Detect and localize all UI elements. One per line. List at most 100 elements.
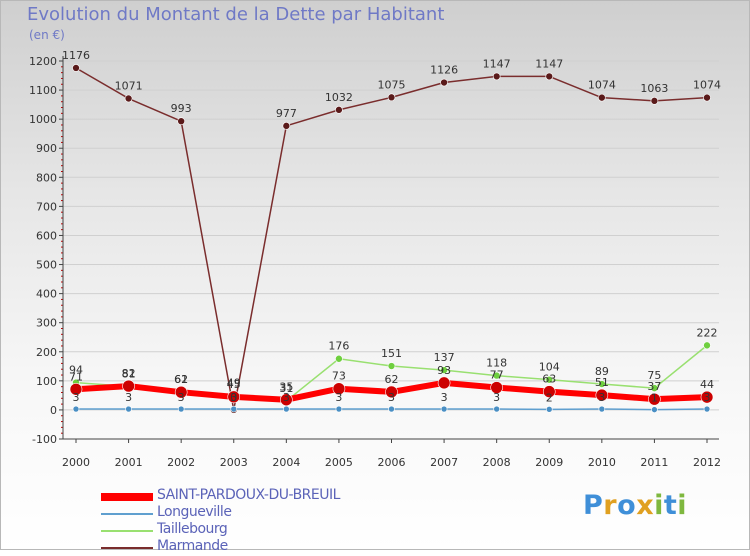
x-tick-label: 2005 — [325, 456, 353, 469]
data-label: 3 — [704, 391, 711, 404]
data-point — [387, 93, 396, 102]
legend-item: Longueville — [101, 504, 401, 522]
data-label: 0 — [230, 391, 237, 404]
data-label: 71 — [69, 370, 83, 383]
y-tick-label: 900 — [36, 142, 57, 155]
legend-item: Taillebourg — [101, 521, 401, 539]
data-point — [598, 405, 606, 413]
data-point — [124, 94, 133, 103]
data-point — [492, 72, 501, 81]
data-label: 1074 — [693, 79, 721, 92]
series-saint-pardoux-du-breuil — [69, 376, 714, 407]
data-label: 1063 — [640, 82, 668, 95]
data-point — [493, 405, 500, 413]
data-point — [542, 385, 556, 398]
data-point — [125, 405, 132, 413]
x-tick-label: 2009 — [535, 456, 563, 469]
data-point — [335, 106, 343, 114]
data-point — [490, 381, 503, 394]
legend-swatch — [101, 512, 153, 515]
data-point — [177, 117, 185, 125]
data-label: 89 — [595, 365, 609, 378]
legend-item: SAINT-PARDOUX-DU-BREUIL — [101, 487, 401, 505]
data-point — [650, 97, 659, 105]
y-tick-label: 1200 — [29, 55, 57, 68]
y-tick-label: -100 — [32, 433, 57, 446]
data-point — [545, 72, 554, 81]
data-label: 3 — [73, 391, 80, 404]
data-label: 176 — [328, 340, 349, 353]
chart-title: Evolution du Montant de la Dette par Hab… — [27, 4, 445, 25]
data-label: 222 — [697, 326, 718, 339]
data-point — [545, 406, 553, 413]
x-tick-label: 2012 — [693, 456, 721, 469]
data-label: 75 — [647, 369, 661, 382]
data-point — [700, 390, 714, 404]
data-label: 81 — [122, 367, 136, 380]
data-point — [72, 64, 80, 72]
data-label: 93 — [437, 364, 451, 377]
x-tick-label: 2006 — [378, 456, 406, 469]
data-point — [545, 375, 554, 384]
y-tick-label: 200 — [36, 346, 57, 359]
data-label: 61 — [174, 373, 188, 386]
y-axis-unit-label: (en €) — [29, 28, 65, 42]
data-label: 1176 — [62, 49, 90, 62]
data-point — [598, 93, 606, 102]
x-tick-label: 2007 — [430, 456, 458, 469]
brand-letter: r — [603, 490, 618, 521]
y-tick-label: 500 — [36, 259, 57, 272]
x-tick-label: 2010 — [588, 456, 616, 469]
data-label: 44 — [700, 378, 714, 391]
data-label: 73 — [332, 370, 346, 383]
x-tick-label: 2002 — [167, 456, 195, 469]
data-label: 1071 — [115, 80, 143, 93]
data-label: 1147 — [535, 57, 563, 70]
y-tick-label: 600 — [36, 229, 57, 242]
data-point — [227, 390, 241, 404]
data-point — [280, 393, 293, 407]
data-point — [335, 405, 343, 413]
x-tick-label: 2011 — [640, 456, 668, 469]
data-point — [69, 382, 83, 396]
data-point — [283, 405, 290, 413]
data-point — [703, 93, 711, 102]
data-label: 3 — [388, 391, 395, 404]
data-label: 31 — [279, 382, 293, 395]
legend: SAINT-PARDOUX-DU-BREUIL Longueville Taille… — [101, 487, 401, 556]
data-label: 3 — [493, 391, 500, 404]
data-label: 3 — [125, 391, 132, 404]
data-label: 1075 — [378, 78, 406, 91]
legend-swatch — [101, 492, 153, 501]
legend-label: Longueville — [157, 504, 232, 520]
data-point — [598, 380, 606, 388]
x-tick-label: 2001 — [115, 456, 143, 469]
brand-letter: i — [677, 490, 688, 521]
data-point — [703, 341, 711, 350]
y-tick-label: 700 — [36, 200, 57, 213]
data-point — [388, 405, 395, 413]
legend-label: SAINT-PARDOUX-DU-BREUIL — [157, 487, 340, 503]
y-tick-label: 1100 — [29, 84, 57, 97]
data-point — [335, 354, 343, 363]
data-label: 62 — [385, 373, 399, 386]
data-point — [332, 382, 346, 395]
y-tick-label: 100 — [36, 375, 57, 388]
y-tick-label: 0 — [50, 404, 57, 417]
data-point — [282, 122, 291, 130]
brand-letter: P — [583, 490, 604, 521]
legend-swatch — [101, 529, 153, 532]
data-label: 977 — [276, 107, 297, 120]
data-point — [177, 405, 185, 413]
x-tick-label: 2008 — [483, 456, 511, 469]
data-point — [387, 362, 396, 370]
y-tick-label: 800 — [36, 171, 57, 184]
series-longueville — [72, 405, 711, 413]
legend-label: Marmande — [157, 538, 228, 554]
brand-letter: t — [663, 490, 678, 521]
data-label: 151 — [381, 347, 402, 360]
data-label: 82 — [122, 367, 136, 380]
data-label: 35 — [279, 381, 293, 394]
legend-item: Marmande — [101, 538, 401, 556]
brand-letter: i — [654, 490, 664, 521]
